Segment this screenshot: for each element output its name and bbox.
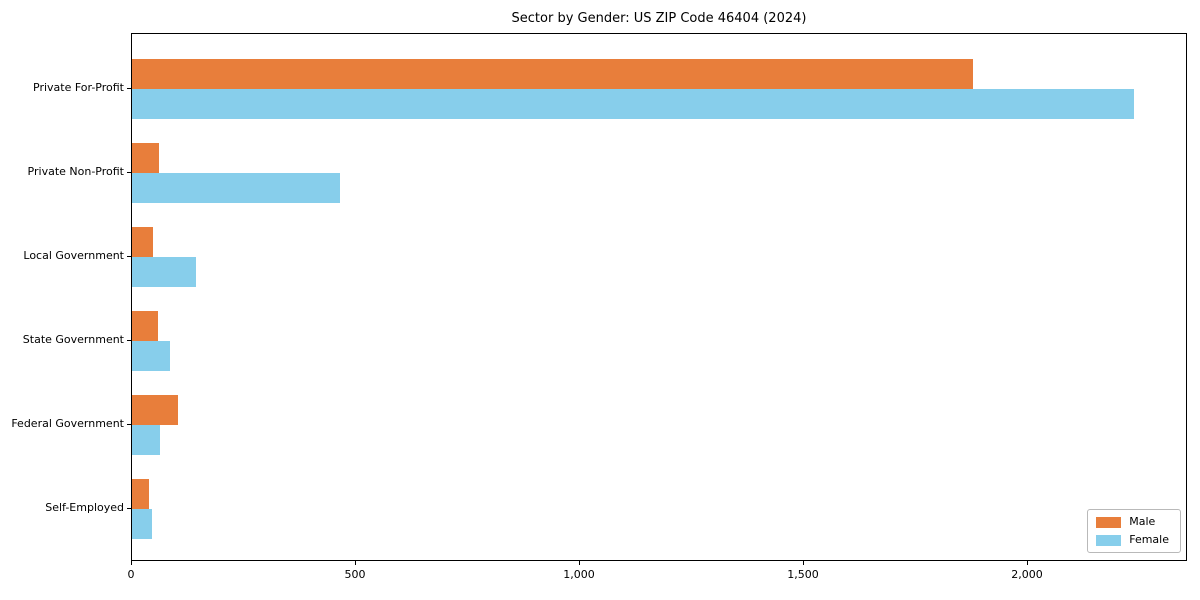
x-tick-2000 [1027,561,1029,565]
y-tick-label-self-employed: Self-Employed [45,501,124,514]
y-tick-label-state-government: State Government [22,333,124,346]
bar-female-private-non-profit [132,173,340,203]
bar-female-state-government [132,341,170,371]
x-tick-label-2000: 2,000 [1011,568,1043,581]
legend-item-female: Female [1096,534,1169,546]
x-tick-500 [355,561,356,565]
y-tick-state-government [127,340,131,341]
x-tick-label-1500: 1,500 [787,568,819,581]
legend: Male Female [1087,509,1181,553]
y-tick-label-private-non-profit: Private Non-Profit [27,165,124,178]
bar-female-local-government [132,257,196,287]
legend-label-male: Male [1129,515,1156,528]
legend-swatch-male [1096,516,1122,528]
bar-male-self-employed [132,479,149,509]
legend-label-female: Female [1129,533,1169,546]
bar-male-federal-government [132,395,179,425]
x-tick-1000 [579,561,581,565]
y-tick-federal-government [127,424,131,425]
y-tick-private-non-profit [127,172,131,173]
y-tick-private-for-profit [127,88,131,89]
bar-male-private-for-profit [132,59,973,89]
x-tick-0 [131,561,132,565]
legend-swatch-female [1096,534,1122,546]
chart-title: Sector by Gender: US ZIP Code 46404 (202… [511,11,807,26]
y-tick-label-federal-government: Federal Government [11,417,124,430]
y-tick-local-government [127,256,131,257]
bar-male-state-government [132,311,158,341]
x-tick-label-0: 0 [127,568,135,581]
bar-female-federal-government [132,425,160,455]
y-tick-self-employed [127,508,131,509]
bar-female-self-employed [132,509,153,539]
y-tick-label-private-for-profit: Private For-Profit [33,81,124,94]
legend-item-male: Male [1096,516,1169,528]
x-tick-label-1000: 1,000 [563,568,595,581]
bar-male-private-non-profit [132,143,159,173]
bar-male-local-government [132,227,154,257]
x-tick-1500 [803,561,805,565]
y-tick-label-local-government: Local Government [23,249,124,262]
bar-female-private-for-profit [132,89,1134,119]
x-tick-label-500: 500 [344,568,366,581]
plot-area: Male Female [131,33,1187,561]
